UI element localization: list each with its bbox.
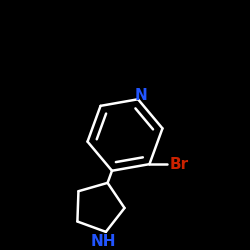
Text: NH: NH bbox=[91, 234, 116, 249]
Text: Br: Br bbox=[169, 157, 188, 172]
Text: N: N bbox=[134, 88, 147, 103]
